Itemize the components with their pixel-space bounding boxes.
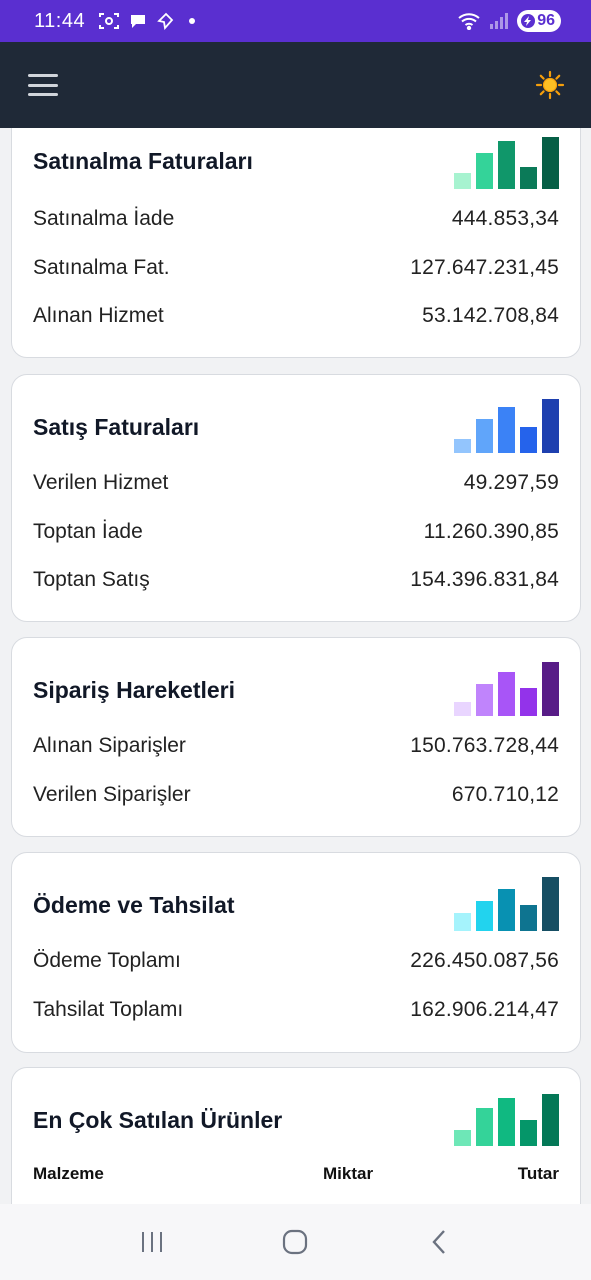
list-item: Verilen Siparişler 670.710,12: [12, 771, 580, 820]
card-sales-invoices: Satış Faturaları Verilen Hizmet 49.297,5…: [11, 374, 581, 622]
table-header: Malzeme Miktar Tutar: [12, 1164, 580, 1184]
list-item: Alınan Hizmet 53.142.708,84: [12, 292, 580, 341]
card-title: Satış Faturaları: [33, 414, 200, 440]
card-title: En Çok Satılan Ürünler: [33, 1107, 283, 1133]
card-payment-collection: Ödeme ve Tahsilat Ödeme Toplamı 226.450.…: [11, 852, 581, 1053]
row-label: Toptan Satış: [33, 568, 150, 592]
chat-bubble-icon: [131, 15, 146, 28]
row-label: Alınan Siparişler: [33, 734, 186, 758]
row-value: 53.142.708,84: [422, 304, 559, 328]
bar-chart-icon: [454, 135, 559, 189]
status-time: 11:44: [34, 9, 86, 32]
column-header-material: Malzeme: [33, 1164, 104, 1183]
card-purchase-invoices: Satınalma Faturaları Satınalma İade 444.…: [11, 128, 581, 358]
list-item: Toptan İade 11.260.390,85: [12, 508, 580, 557]
battery-icon: [521, 14, 536, 28]
system-nav-bar: [0, 1204, 591, 1280]
row-label: Verilen Siparişler: [33, 782, 191, 806]
list-item: Toptan Satış 154.396.831,84: [12, 556, 580, 605]
row-value: 670.710,12: [451, 782, 559, 806]
card-title: Satınalma Faturaları: [33, 148, 253, 174]
recents-icon[interactable]: [132, 1222, 172, 1262]
wifi-icon: [458, 13, 480, 30]
signal-icon: [490, 13, 509, 29]
row-label: Alınan Hizmet: [33, 304, 164, 328]
back-icon[interactable]: [419, 1222, 459, 1262]
row-label: Toptan İade: [33, 519, 143, 543]
list-item: Tahsilat Toplamı 162.906.214,47: [12, 986, 580, 1035]
row-value: 49.297,59: [463, 471, 559, 495]
row-label: Satınalma İade: [33, 207, 175, 231]
sun-icon[interactable]: [535, 70, 565, 100]
list-item: Satınalma İade 444.853,34: [12, 195, 580, 244]
bar-chart-icon: [454, 877, 559, 931]
row-value: 154.396.831,84: [410, 568, 559, 592]
list-item: Alınan Siparişler 150.763.728,44: [12, 722, 580, 771]
row-label: Verilen Hizmet: [33, 471, 169, 495]
home-icon[interactable]: [275, 1222, 315, 1262]
app-bar: [0, 42, 591, 128]
row-value: 127.647.231,45: [410, 255, 559, 279]
column-header-amount: Tutar: [517, 1164, 559, 1183]
bar-chart-icon: [454, 399, 559, 453]
status-bar: 11:44 96: [0, 0, 591, 42]
battery-indicator: 96: [517, 10, 561, 32]
bar-chart-icon: [454, 662, 559, 716]
row-value: 444.853,34: [451, 207, 559, 231]
dashboard-content[interactable]: Satınalma Faturaları Satınalma İade 444.…: [0, 128, 591, 1204]
bar-chart-icon: [454, 1092, 559, 1146]
card-order-movements: Sipariş Hareketleri Alınan Siparişler 15…: [11, 637, 581, 837]
row-label: Satınalma Fat.: [33, 255, 170, 279]
card-title: Sipariş Hareketleri: [33, 677, 236, 703]
location-icon: [157, 12, 174, 30]
list-item: Ödeme Toplamı 226.450.087,56: [12, 937, 580, 986]
column-header-quantity: Miktar: [323, 1164, 374, 1183]
row-value: 226.450.087,56: [410, 949, 559, 973]
hamburger-menu-icon[interactable]: [28, 74, 58, 96]
notification-dot-icon: [189, 18, 196, 24]
battery-level: 96: [537, 12, 555, 29]
screenshot-icon: [99, 13, 120, 29]
list-item: Satınalma Fat. 127.647.231,45: [12, 244, 580, 293]
row-value: 11.260.390,85: [423, 519, 559, 543]
card-top-selling-products: En Çok Satılan Ürünler Malzeme Miktar Tu…: [11, 1067, 581, 1204]
card-title: Ödeme ve Tahsilat: [33, 892, 235, 918]
row-value: 162.906.214,47: [410, 997, 559, 1021]
list-item: Verilen Hizmet 49.297,59: [12, 459, 580, 508]
row-label: Ödeme Toplamı: [33, 949, 181, 973]
row-value: 150.763.728,44: [410, 734, 559, 758]
row-label: Tahsilat Toplamı: [33, 997, 184, 1021]
